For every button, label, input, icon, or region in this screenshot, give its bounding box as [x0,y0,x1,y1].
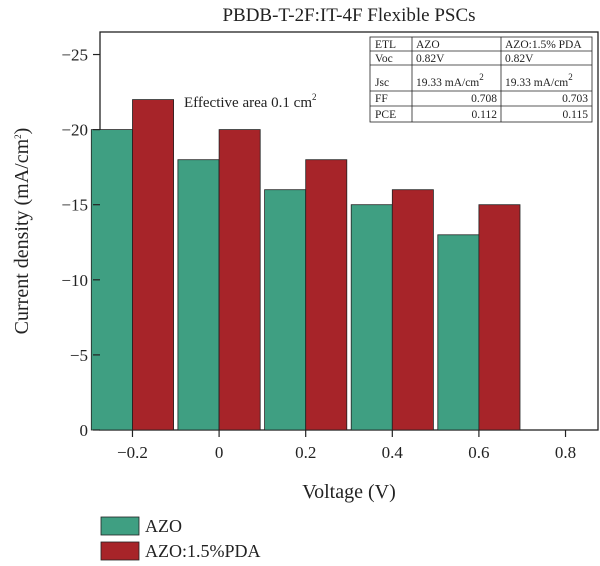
bar-azo-1 [177,159,220,431]
table-pce-azo: 0.112 [472,109,498,121]
y-tick-label: −15 [61,196,88,215]
legend-label-azo: AZO [145,516,182,536]
area-annotation: Effective area 0.1 cm2 [184,92,316,111]
y-axis-label: Current density (mA/cm2) [11,128,33,335]
legend-swatch-pda [100,541,140,561]
y-axis-label-tail: ) [11,128,33,135]
y-axis-label-text: Current density (mA/cm [11,138,33,334]
area-annotation-text: Effective area 0.1 cm [184,95,312,111]
table-pce-pda: 0.115 [563,109,589,121]
bars-layer [90,99,521,431]
table-jsc-label: Jsc [375,77,389,89]
x-axis: −0.2 0 0.2 0.4 0.6 0.8 [117,430,576,462]
table-header-pda: AZO:1.5% PDA [505,39,582,51]
table-jsc-pda-value: 19.33 mA/cm [505,77,568,89]
table-jsc-pda-sup: 2 [568,72,573,82]
bar-azo-4 [437,234,480,431]
y-tick-label: −10 [61,271,88,290]
y-tick-label: 0 [80,421,89,440]
legend-label-pda: AZO:1.5%PDA [145,541,261,561]
legend-swatch-azo [100,516,140,536]
table-ff-pda: 0.703 [562,93,588,105]
bar-azo-3 [350,204,393,431]
bar-pda-3 [391,189,434,431]
table-jsc-azo: 19.33 mA/cm2 [416,72,484,89]
x-tick-label: 0.4 [382,443,404,462]
x-axis-label: Voltage (V) [302,481,396,503]
parameters-table: ETL AZO AZO:1.5% PDA Voc 0.82V 0.82V Jsc… [369,36,593,123]
y-axis-label-sup: 2 [13,134,23,139]
bar-pda-2 [305,159,348,431]
y-tick-label: −25 [61,46,88,65]
table-jsc-azo-value: 19.33 mA/cm [416,77,479,89]
y-axis: −25 −20 −15 −10 −5 0 [61,46,100,440]
x-tick-label: 0 [215,443,224,462]
bar-pda-0 [132,99,174,431]
x-tick-label: −0.2 [117,443,148,462]
legend: AZO AZO:1.5%PDA [100,516,261,561]
table-pce-label: PCE [375,109,396,121]
area-annotation-sup: 2 [312,92,317,102]
x-tick-label: 0.8 [555,443,576,462]
x-tick-label: 0.6 [468,443,489,462]
y-tick-label: −5 [70,346,88,365]
bar-azo-2 [264,189,307,431]
chart-title: PBDB-T-2F:IT-4F Flexible PSCs [222,5,475,26]
table-jsc-pda: 19.33 mA/cm2 [505,72,573,89]
table-voc-azo: 0.82V [416,53,445,65]
y-tick-label: −20 [61,121,88,140]
table-jsc-azo-sup: 2 [479,72,484,82]
table-header-azo: AZO [416,39,440,51]
bar-pda-4 [478,204,521,431]
bar-pda-1 [218,129,261,431]
table-voc-label: Voc [375,53,393,65]
x-tick-label: 0.2 [295,443,316,462]
table-voc-pda: 0.82V [505,53,534,65]
table-ff-label: FF [375,93,388,105]
table-ff-azo: 0.708 [471,93,497,105]
table-header-label: ETL [375,39,396,51]
